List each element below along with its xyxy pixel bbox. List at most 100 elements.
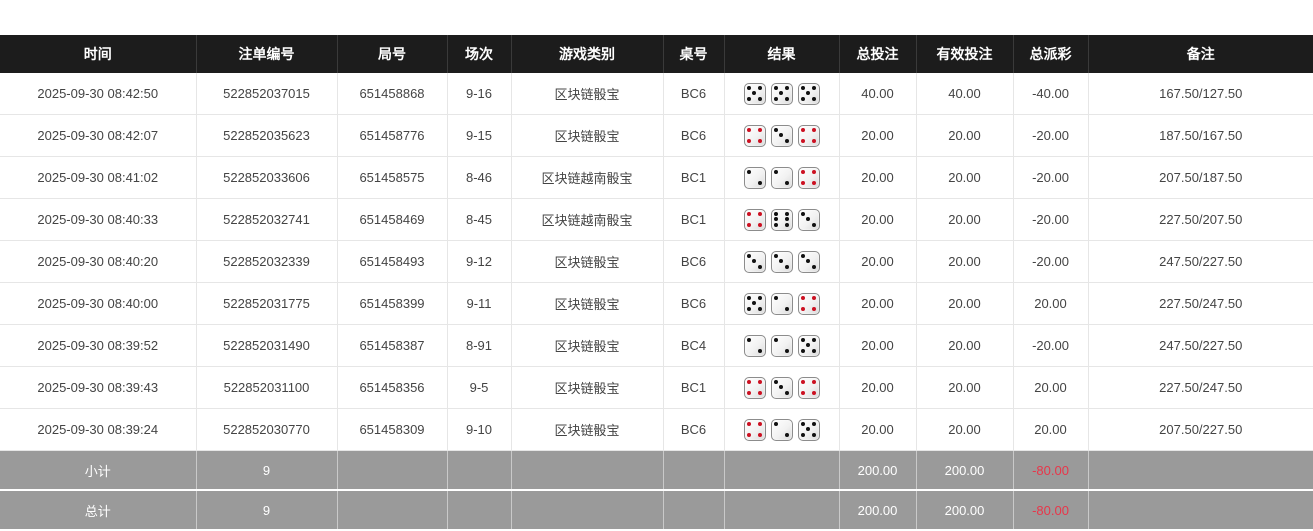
summary-total-bet: 200.00 (839, 490, 917, 531)
table-row[interactable]: 2025-09-30 08:40:20 522852032339 651458493… (0, 240, 1313, 283)
cell-table-no: BC1 (663, 198, 725, 241)
cell-total-payout: -20.00 (1013, 156, 1089, 199)
dice-pip (784, 138, 789, 143)
dice-pip (801, 296, 806, 301)
cell-bet-no[interactable]: 522852035623 (196, 114, 338, 157)
cell-total-bet[interactable]: 20.00 (839, 114, 917, 157)
table-row[interactable]: 2025-09-30 08:41:02 522852033606 651458575… (0, 156, 1313, 199)
cell-bet-no[interactable]: 522852032741 (196, 198, 338, 241)
cell-bet-no[interactable]: 522852033606 (196, 156, 338, 199)
table-row[interactable]: 2025-09-30 08:39:52 522852031490 651458387… (0, 324, 1313, 367)
dice-face-5 (743, 82, 766, 105)
column-header-total_payout[interactable]: 总派彩 (1013, 35, 1089, 73)
table-row[interactable]: 2025-09-30 08:40:33 522852032741 651458469… (0, 198, 1313, 241)
dice-pip (784, 348, 789, 353)
cell-bet-no[interactable]: 522852032339 (196, 240, 338, 283)
cell-result (724, 408, 840, 451)
dice-pip (806, 217, 811, 222)
dice-pip (774, 422, 779, 427)
cell-total-bet[interactable]: 20.00 (839, 282, 917, 325)
cell-total-payout: -20.00 (1013, 240, 1089, 283)
cell-game-type: 区块链骰宝 (511, 282, 664, 325)
cell-bet-no[interactable]: 522852031100 (196, 366, 338, 409)
dice-group (731, 334, 833, 357)
dice-pip (801, 138, 806, 143)
column-header-game_type[interactable]: 游戏类别 (511, 35, 664, 73)
cell-result (724, 114, 840, 157)
dice-pip (747, 222, 752, 227)
table-row[interactable]: 2025-09-30 08:39:43 522852031100 651458356… (0, 366, 1313, 409)
table-row[interactable]: 2025-09-30 08:40:00 522852031775 651458399… (0, 282, 1313, 325)
cell-remark: 247.50/227.50 (1088, 240, 1313, 283)
dice-pip (774, 128, 779, 133)
cell-time: 2025-09-30 08:40:33 (0, 198, 197, 241)
header-row: 时间 注单编号 局号 场次 游戏类别 桌号 结果 总投注 有效投注 总派彩 备注 (0, 35, 1313, 73)
column-header-table_no[interactable]: 桌号 (663, 35, 725, 73)
cell-total-bet[interactable]: 40.00 (839, 73, 917, 115)
cell-total-bet[interactable]: 20.00 (839, 408, 917, 451)
cell-bet-no[interactable]: 522852030770 (196, 408, 338, 451)
cell-session: 8-45 (447, 198, 512, 241)
dice-face-2 (743, 334, 766, 357)
dice-pip (784, 217, 789, 222)
dice-pip (757, 432, 762, 437)
cell-game-type: 区块链骰宝 (511, 114, 664, 157)
column-header-remark[interactable]: 备注 (1088, 35, 1313, 73)
cell-total-bet[interactable]: 20.00 (839, 366, 917, 409)
cell-total-bet[interactable]: 20.00 (839, 156, 917, 199)
summary-game-type (511, 490, 664, 531)
cell-bet-no[interactable]: 522852031490 (196, 324, 338, 367)
cell-total-bet[interactable]: 20.00 (839, 240, 917, 283)
cell-session: 9-11 (447, 282, 512, 325)
dice-pip (801, 422, 806, 427)
column-header-result[interactable]: 结果 (724, 35, 840, 73)
cell-round-no: 651458776 (337, 114, 448, 157)
dice-pip (747, 96, 752, 101)
column-header-time[interactable]: 时间 (0, 35, 197, 73)
dice-pip (784, 180, 789, 185)
dice-pip (747, 296, 752, 301)
cell-total-payout: -40.00 (1013, 73, 1089, 115)
table-row[interactable]: 2025-09-30 08:39:24 522852030770 651458309… (0, 408, 1313, 451)
cell-round-no: 651458868 (337, 73, 448, 115)
dice-pip (801, 348, 806, 353)
cell-bet-no[interactable]: 522852037015 (196, 73, 338, 115)
dice-pip (811, 338, 816, 343)
cell-valid-bet: 40.00 (916, 73, 1014, 115)
cell-bet-no[interactable]: 522852031775 (196, 282, 338, 325)
dice-pip (774, 254, 779, 259)
table-row[interactable]: 2025-09-30 08:42:50 522852037015 651458868… (0, 73, 1313, 115)
column-header-total_bet[interactable]: 总投注 (839, 35, 917, 73)
cell-time: 2025-09-30 08:40:00 (0, 282, 197, 325)
dice-pip (757, 296, 762, 301)
dice-pip (747, 138, 752, 143)
cell-result (724, 282, 840, 325)
dice-face-4 (797, 376, 820, 399)
dice-pip (747, 380, 752, 385)
summary-result (724, 450, 840, 491)
cell-session: 9-15 (447, 114, 512, 157)
dice-pip (811, 222, 816, 227)
column-header-round_no[interactable]: 局号 (337, 35, 448, 73)
cell-round-no: 651458575 (337, 156, 448, 199)
cell-total-bet[interactable]: 20.00 (839, 324, 917, 367)
dice-face-3 (743, 250, 766, 273)
cell-total-payout: 20.00 (1013, 282, 1089, 325)
summary-session (447, 450, 512, 491)
summary-valid-bet: 200.00 (916, 490, 1014, 531)
dice-pip (784, 212, 789, 217)
column-header-session[interactable]: 场次 (447, 35, 512, 73)
column-header-bet_no[interactable]: 注单编号 (196, 35, 338, 73)
cell-total-bet[interactable]: 20.00 (839, 198, 917, 241)
dice-pip (747, 170, 752, 175)
dice-face-2 (770, 166, 793, 189)
column-header-valid_bet[interactable]: 有效投注 (916, 35, 1014, 73)
table-row[interactable]: 2025-09-30 08:42:07 522852035623 651458776… (0, 114, 1313, 157)
table-footer: 小计 9 200.00 200.00 -80.00 总计 9 200.00 200.00 -80.… (0, 450, 1313, 531)
cell-game-type: 区块链越南骰宝 (511, 156, 664, 199)
cell-round-no: 651458469 (337, 198, 448, 241)
dice-pip (811, 128, 816, 133)
dice-pip (774, 212, 779, 217)
dice-group (731, 292, 833, 315)
table-header: 时间 注单编号 局号 场次 游戏类别 桌号 结果 总投注 有效投注 总派彩 备注 (0, 35, 1313, 73)
